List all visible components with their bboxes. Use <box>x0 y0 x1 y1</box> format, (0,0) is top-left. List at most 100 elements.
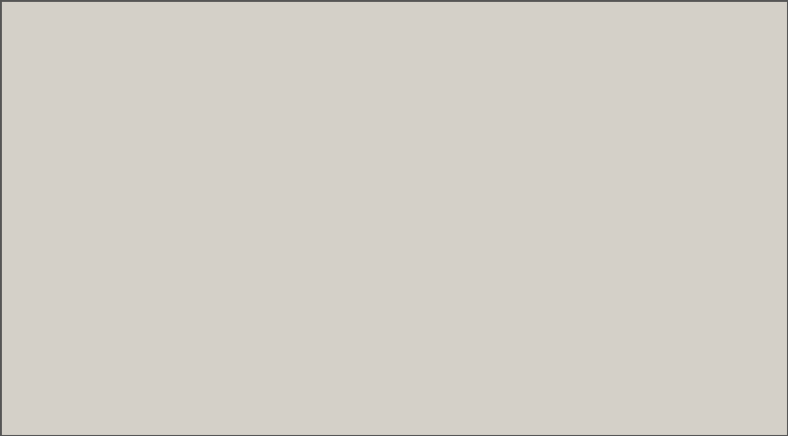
Text: 0: 0 <box>724 221 730 232</box>
Text: ▼: ▼ <box>776 75 782 81</box>
Bar <box>210 93 222 111</box>
Text: 0.0: 0.0 <box>500 238 516 249</box>
Text: +: + <box>44 272 52 283</box>
Text: Log: Log <box>687 417 704 427</box>
Bar <box>4 218 784 235</box>
Text: Start:: Start: <box>105 73 132 83</box>
Bar <box>351 93 363 111</box>
Bar <box>0 408 788 436</box>
Text: 0: 0 <box>666 272 672 283</box>
Text: 6,325: 6,325 <box>445 187 473 198</box>
Bar <box>507 93 519 111</box>
Text: [group Framewor: [group Framewor <box>60 98 132 106</box>
Text: ▼: ▼ <box>214 99 219 105</box>
Bar <box>4 116 66 140</box>
Bar <box>0 66 788 90</box>
Text: 0: 0 <box>724 204 730 215</box>
Text: 0: 0 <box>623 238 629 249</box>
Bar <box>4 201 784 218</box>
Bar <box>52 273 61 282</box>
Bar <box>239 116 309 140</box>
Text: Help: Help <box>72 27 94 37</box>
Text: 0: 0 <box>724 255 730 266</box>
Text: Ready: Ready <box>631 417 661 427</box>
Bar <box>620 412 672 432</box>
Text: nderstanding Perf Da: nderstanding Perf Da <box>230 27 331 37</box>
Text: Inc Ct: Inc Ct <box>444 170 473 180</box>
Text: Completed: Computing Stack Traces   (Elapsed Time: 0.030 sec): Completed: Computing Stack Traces (Elaps… <box>8 417 322 427</box>
Text: Starting an Analysis: Starting an Analysis <box>366 27 461 37</box>
Text: Totals Metric: 31,846,260.0  Count: 11,118.0  Total GC Memory: 32.945 MB, Total : Totals Metric: 31,846,260.0 Count: 11,11… <box>123 50 615 58</box>
Text: Tips: Tips <box>598 27 617 37</box>
Text: Stack View Help (F1): Stack View Help (F1) <box>108 27 206 37</box>
Text: 0: 0 <box>666 204 672 215</box>
Text: 0: 0 <box>623 255 629 266</box>
Text: File: File <box>8 27 24 37</box>
Text: 31,695,900: 31,695,900 <box>365 187 420 198</box>
Bar <box>267 69 280 87</box>
Text: +: + <box>20 204 28 215</box>
Text: 99.5: 99.5 <box>326 221 348 232</box>
Bar <box>773 69 785 87</box>
Text: 31,695,900: 31,695,900 <box>365 238 420 249</box>
Text: ▼: ▼ <box>355 99 359 105</box>
Text: ROOT: ROOT <box>63 272 91 283</box>
Text: +: + <box>32 238 40 249</box>
Text: [other roots]: [other roots] <box>51 238 113 249</box>
Text: Finalizer!Finalizer.Schedule: Finalizer!Finalizer.Schedule <box>19 187 151 198</box>
Text: ▼: ▼ <box>187 75 192 81</box>
Text: 0.0: 0.0 <box>500 221 516 232</box>
Text: 31,657,940: 31,657,940 <box>616 187 672 198</box>
Bar <box>52 256 61 265</box>
Text: 0.0: 0.0 <box>500 255 516 266</box>
Text: 0: 0 <box>724 272 730 283</box>
Bar <box>560 93 788 111</box>
Text: ExcPats:: ExcPats: <box>519 97 559 107</box>
Text: 99.5: 99.5 <box>326 187 348 198</box>
Text: 0: 0 <box>582 221 588 232</box>
Text: 0.0: 0.0 <box>500 272 516 283</box>
Text: 0: 0 <box>666 255 672 266</box>
Text: CallTree ?: CallTree ? <box>174 123 220 133</box>
Text: GroupPats:: GroupPats: <box>5 97 58 107</box>
Bar <box>145 93 157 111</box>
Text: 0: 0 <box>666 238 672 249</box>
Text: ✓: ✓ <box>41 239 48 248</box>
Text: 31,695,900: 31,695,900 <box>365 204 420 215</box>
Text: Update: Update <box>6 50 39 58</box>
Bar <box>311 69 785 87</box>
Text: [finalization handle]: [finalization handle] <box>51 221 149 232</box>
Bar <box>40 239 49 248</box>
Text: 99.5: 99.5 <box>326 255 348 266</box>
Text: Caller-Callee ?: Caller-Callee ? <box>77 123 146 133</box>
Bar <box>0 22 788 42</box>
Text: Inc: Inc <box>406 170 420 180</box>
Text: ▼: ▼ <box>271 75 276 81</box>
Text: [root]: [root] <box>63 255 90 266</box>
Text: ▼: ▼ <box>510 99 515 105</box>
Text: Exc %: Exc % <box>487 170 516 180</box>
Text: Diff: Diff <box>40 27 57 37</box>
Text: 0: 0 <box>582 238 588 249</box>
Text: Name: Name <box>8 170 37 180</box>
Text: 6,325: 6,325 <box>601 187 629 198</box>
Text: 0.0: 0.0 <box>500 204 516 215</box>
Text: 0: 0 <box>623 272 629 283</box>
Text: 0: 0 <box>623 204 629 215</box>
Text: 6,325: 6,325 <box>445 221 473 232</box>
Bar <box>40 222 49 231</box>
Bar <box>84 45 118 63</box>
Text: IncPats:: IncPats: <box>367 97 405 107</box>
Text: Cancel: Cancel <box>730 417 763 427</box>
Bar <box>2 2 20 20</box>
Text: 6,325: 6,325 <box>445 272 473 283</box>
Bar <box>157 116 237 140</box>
Text: ▼: ▼ <box>92 75 97 81</box>
Bar <box>32 69 101 87</box>
Text: 3,162: 3,162 <box>702 187 730 198</box>
Text: Find:: Find: <box>284 73 307 83</box>
Text: 6,325: 6,325 <box>445 238 473 249</box>
Bar <box>221 69 280 87</box>
Bar <box>768 1 787 20</box>
Bar <box>0 140 788 408</box>
